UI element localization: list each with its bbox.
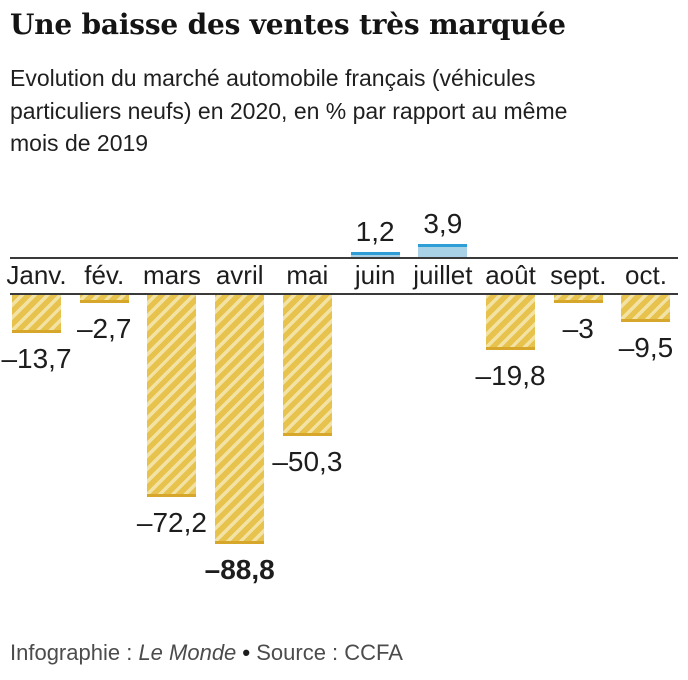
bar-positive [350, 252, 400, 257]
value-label: 3,9 [423, 208, 463, 239]
bar-negative [486, 295, 536, 350]
month-label: mai [286, 260, 329, 290]
bar-negative [621, 295, 671, 322]
bar-negative [553, 295, 603, 303]
value-label: –88,8 [204, 554, 275, 585]
value-label: –9,5 [618, 332, 674, 363]
credit-prefix: Infographie : [10, 640, 139, 665]
bar-negative [12, 295, 61, 333]
value-label: –13,7 [1, 343, 72, 374]
month-label: juillet [413, 260, 473, 290]
month-label: mars [143, 260, 201, 290]
bar-positive [418, 244, 468, 257]
source-text: Source : CCFA [256, 640, 403, 665]
bar-negative [79, 295, 129, 303]
chart-subtitle: Evolution du marché automobile français … [10, 65, 568, 156]
page-title: Une baisse des ventes très marquée [10, 8, 566, 41]
bar-negative [215, 295, 265, 544]
month-label: fév. [84, 260, 125, 290]
credit-line: Infographie : Le Monde • Source : CCFA [10, 640, 670, 666]
month-label: oct. [625, 260, 667, 290]
month-label: juin [354, 260, 396, 290]
axis-baseline [10, 293, 678, 295]
bullet-separator: • [236, 640, 257, 665]
month-label: avril [215, 260, 264, 290]
bar-negative [282, 295, 332, 436]
zero-axis-line [10, 257, 678, 259]
value-label: –50,3 [272, 446, 343, 477]
month-label: sept. [550, 260, 607, 290]
value-label: –2,7 [76, 313, 132, 344]
value-label: –72,2 [136, 507, 207, 538]
month-label: Janv. [6, 260, 67, 290]
value-label: –19,8 [475, 360, 546, 391]
credit-brand: Le Monde [138, 640, 237, 665]
month-label: août [485, 260, 536, 290]
value-label: –3 [562, 313, 594, 344]
value-label: 1,2 [355, 216, 395, 247]
bar-negative [147, 295, 197, 497]
